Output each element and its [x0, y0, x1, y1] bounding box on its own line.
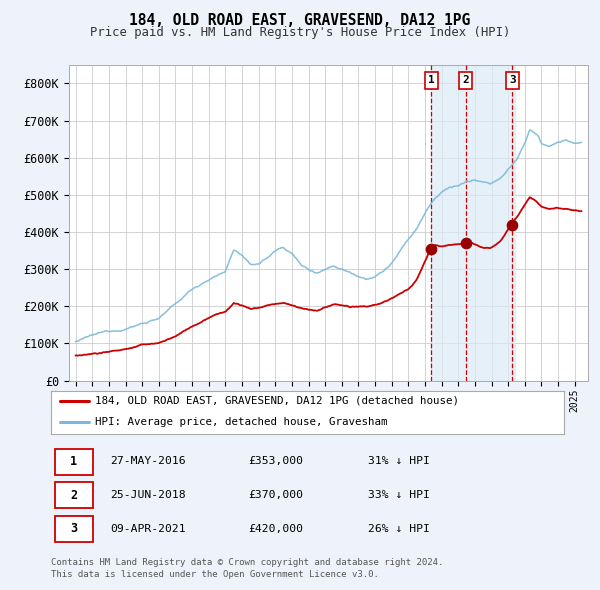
- Text: 27-MAY-2016: 27-MAY-2016: [110, 457, 185, 467]
- Text: 2: 2: [70, 489, 77, 502]
- Bar: [431, 65, 515, 381]
- Text: 31% ↓ HPI: 31% ↓ HPI: [368, 457, 430, 467]
- Text: Price paid vs. HM Land Registry's House Price Index (HPI): Price paid vs. HM Land Registry's House …: [90, 26, 510, 39]
- Text: 184, OLD ROAD EAST, GRAVESEND, DA12 1PG (detached house): 184, OLD ROAD EAST, GRAVESEND, DA12 1PG …: [95, 396, 458, 406]
- Point: [427, 245, 436, 254]
- FancyBboxPatch shape: [55, 482, 93, 509]
- Text: 26% ↓ HPI: 26% ↓ HPI: [368, 524, 430, 534]
- Text: 3: 3: [70, 522, 77, 535]
- Text: 2: 2: [463, 76, 469, 86]
- Text: 33% ↓ HPI: 33% ↓ HPI: [368, 490, 430, 500]
- Text: 25-JUN-2018: 25-JUN-2018: [110, 490, 185, 500]
- Text: £370,000: £370,000: [248, 490, 304, 500]
- FancyBboxPatch shape: [55, 448, 93, 475]
- Point: [461, 238, 470, 248]
- Text: Contains HM Land Registry data © Crown copyright and database right 2024.: Contains HM Land Registry data © Crown c…: [51, 558, 443, 567]
- Text: 3: 3: [509, 76, 515, 86]
- Text: 09-APR-2021: 09-APR-2021: [110, 524, 185, 534]
- Text: 1: 1: [70, 455, 77, 468]
- Text: 1: 1: [428, 76, 434, 86]
- Point: [508, 220, 517, 230]
- Text: This data is licensed under the Open Government Licence v3.0.: This data is licensed under the Open Gov…: [51, 570, 379, 579]
- Text: HPI: Average price, detached house, Gravesham: HPI: Average price, detached house, Grav…: [95, 417, 387, 427]
- Text: 184, OLD ROAD EAST, GRAVESEND, DA12 1PG: 184, OLD ROAD EAST, GRAVESEND, DA12 1PG: [130, 13, 470, 28]
- Text: £420,000: £420,000: [248, 524, 304, 534]
- Text: £353,000: £353,000: [248, 457, 304, 467]
- FancyBboxPatch shape: [55, 516, 93, 542]
